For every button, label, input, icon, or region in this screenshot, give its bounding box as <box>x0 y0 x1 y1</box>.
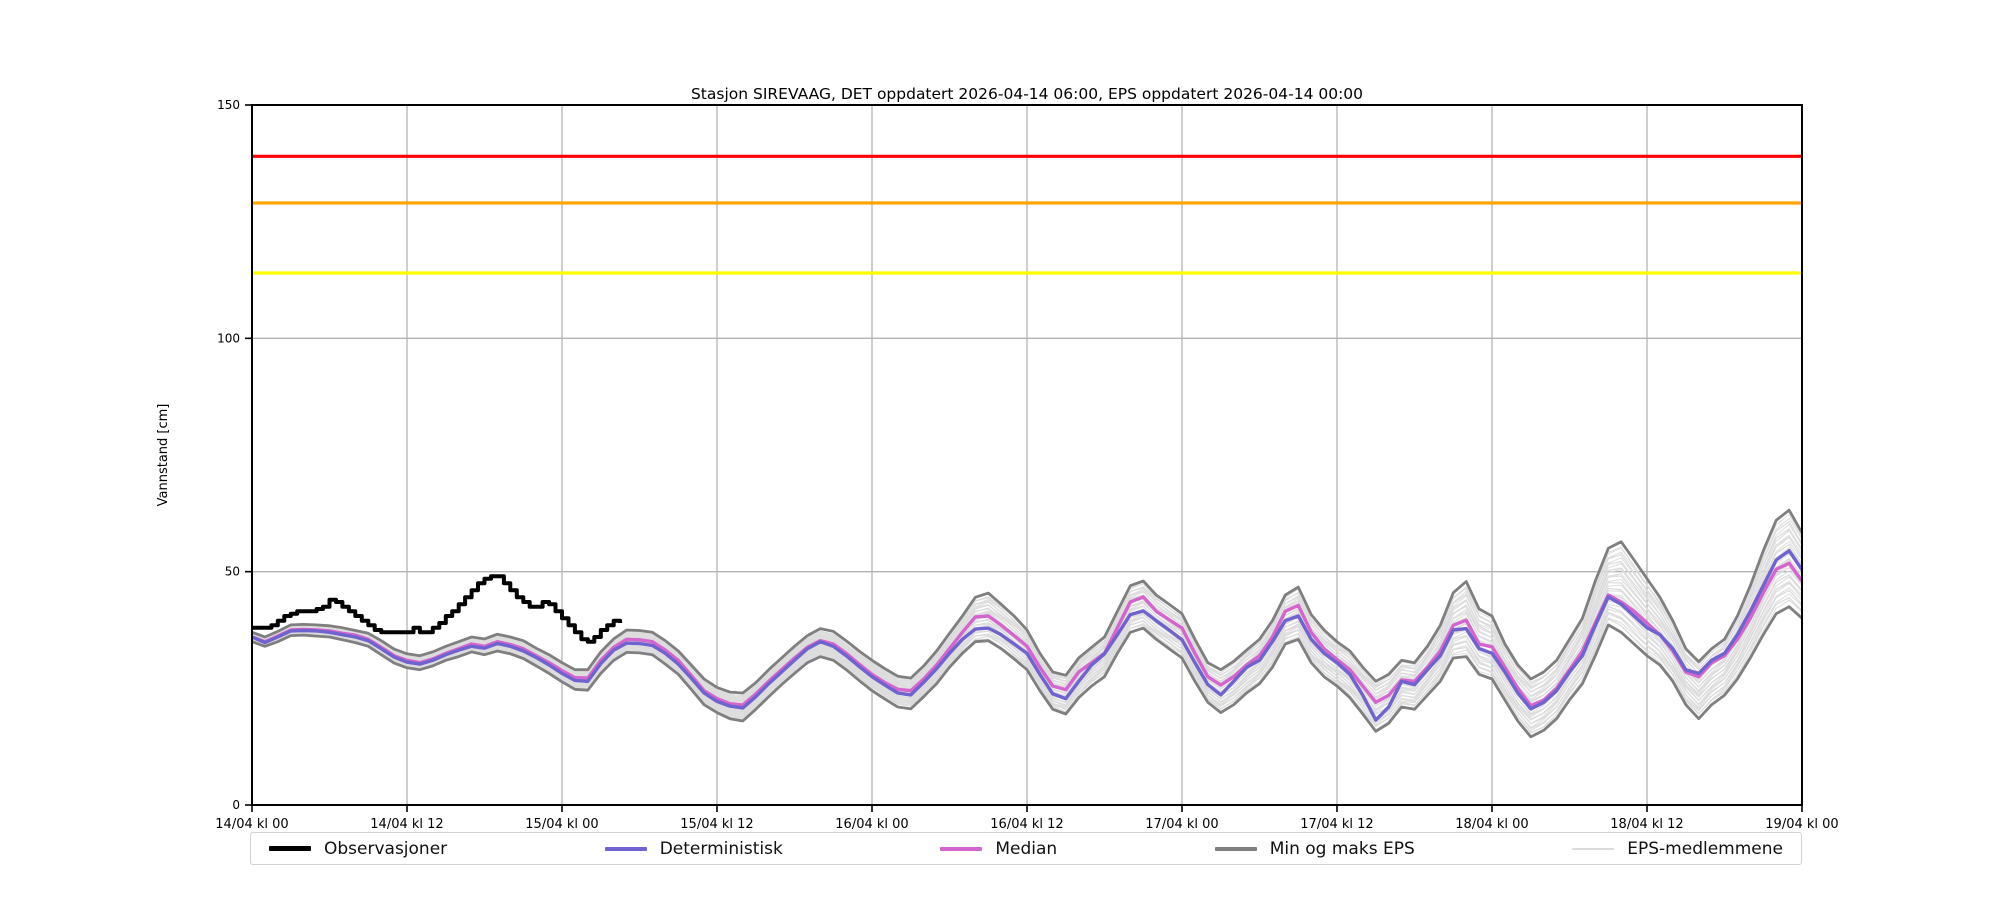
legend-item-median: Median <box>940 839 1057 859</box>
y-tick-label: 150 <box>217 98 240 112</box>
median-line <box>251 561 1804 708</box>
x-tick-label: 17/04 kl 12 <box>1300 817 1373 832</box>
x-tick-label: 19/04 kl 00 <box>1765 817 1838 832</box>
legend-item-observasjoner: Observasjoner <box>269 839 447 859</box>
chart-title: Stasjon SIREVAAG, DET oppdatert 2026-04-… <box>691 85 1363 103</box>
legend-line-swatch <box>1572 847 1615 850</box>
x-tick-label: 17/04 kl 00 <box>1145 817 1218 832</box>
observations-line <box>252 574 623 644</box>
legend-line-swatch <box>269 846 311 851</box>
eps-member-line <box>251 589 1803 729</box>
eps-minmax-line <box>251 605 1803 739</box>
warning-lines <box>252 154 1802 275</box>
y-tick-label: 0 <box>232 798 240 812</box>
tick-labels: 14/04 kl 00 14/04 kl 12 15/04 kl 00 15/04 k… <box>215 98 1838 832</box>
x-tick-label: 16/04 kl 12 <box>990 817 1063 832</box>
legend-label: Median <box>995 838 1058 859</box>
x-tick-label: 14/04 kl 12 <box>370 817 443 832</box>
x-tick-label: 18/04 kl 00 <box>1455 817 1528 832</box>
data-series <box>251 508 1804 739</box>
legend-item-eps-medlemmene: EPS-medlemmene <box>1572 839 1783 859</box>
legend-line-swatch <box>940 846 983 851</box>
y-axis-label: Vannstand [cm] <box>156 404 171 507</box>
legend-item-deterministisk: Deterministisk <box>604 838 783 859</box>
x-tick-label: 15/04 kl 12 <box>680 817 753 832</box>
x-tick-label: 14/04 kl 00 <box>215 817 288 832</box>
x-tick-label: 15/04 kl 00 <box>525 817 598 832</box>
legend-item-min-og-maks-eps: Min og maks EPS <box>1214 838 1415 859</box>
legend-label: Observasjoner <box>324 838 448 859</box>
legend-line-swatch <box>1214 846 1257 851</box>
eps-minmax-line <box>251 508 1804 695</box>
legend-label: Deterministisk <box>659 838 783 859</box>
y-tick-label: 100 <box>217 331 240 345</box>
y-tick-label: 50 <box>225 565 240 579</box>
legend-label: Min og maks EPS <box>1269 838 1415 859</box>
x-tick-label: 18/04 kl 12 <box>1610 817 1683 832</box>
x-tick-label: 16/04 kl 00 <box>835 817 908 832</box>
legend-line-swatch <box>604 846 647 851</box>
deterministic-line <box>251 549 1804 722</box>
legend: Observasjoner Deterministisk Median Min og … <box>250 832 1802 865</box>
legend-label: EPS-medlemmene <box>1627 838 1783 859</box>
